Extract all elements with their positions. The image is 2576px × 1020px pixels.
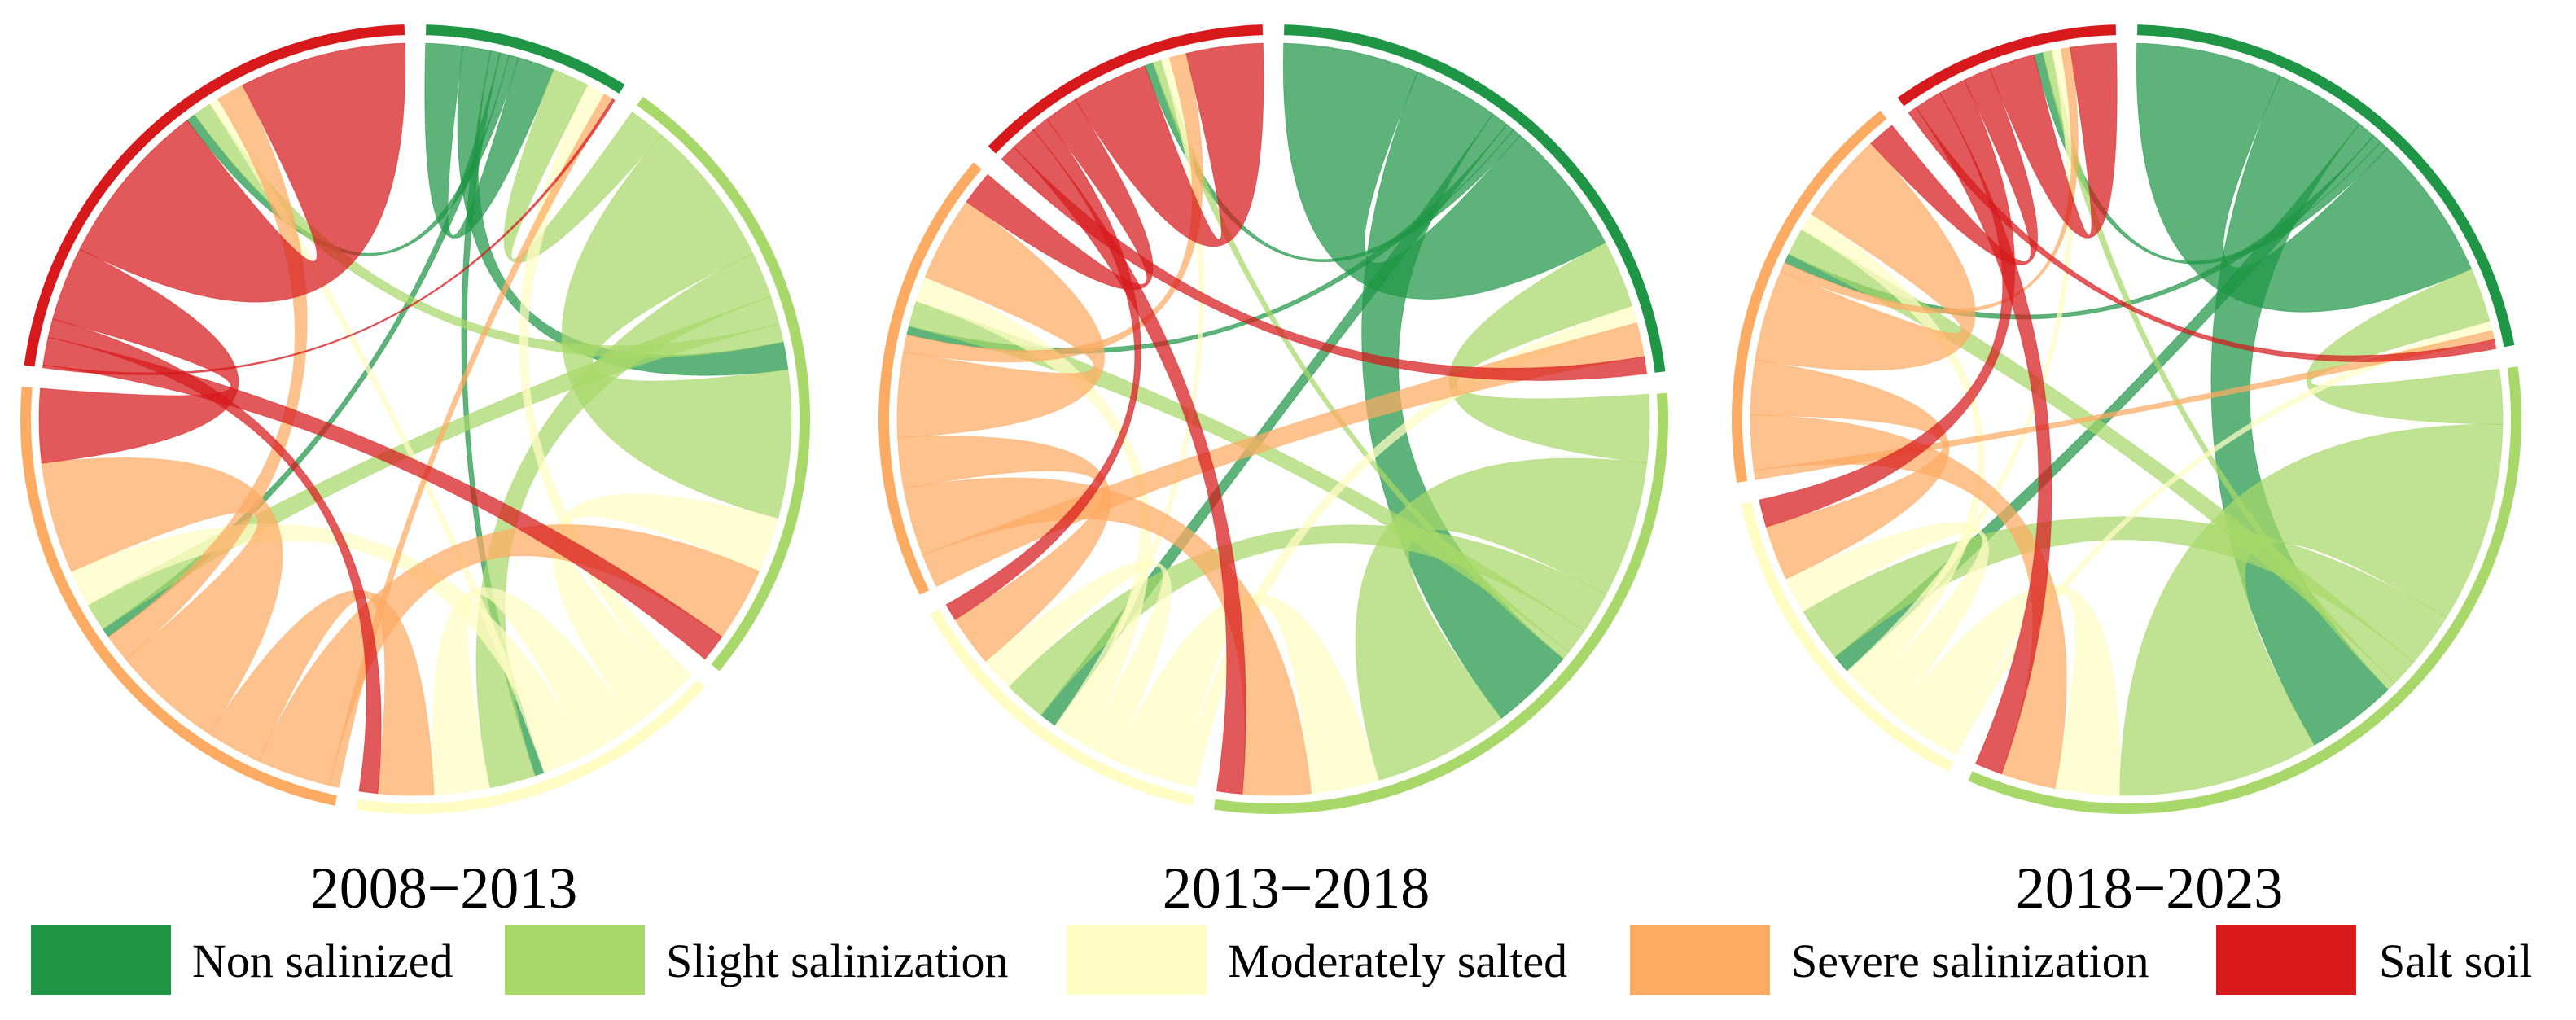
ribbon-severe-salinization-to-severe-salinization [41,457,283,735]
ribbon-moderately-salted-to-non-salinized [1179,305,1638,788]
ribbon-moderately-salted-to-non-salinized [519,84,692,689]
group-arc-slight-salinization [637,96,810,672]
chart-titles: 2008−2013 2013−2018 2018−2023 [310,856,2284,921]
ribbon-salt-soil-to-severe-salinization [38,248,239,464]
group-arc-non-salinized [425,24,625,94]
ribbon-severe-salinization-to-slight-salinization [257,523,760,786]
legend-swatch-severe-salinization [1630,925,1770,995]
group-arcs [20,24,810,814]
chord-chart-3 [1732,24,2521,815]
charts-area [20,24,2521,815]
ribbon-slight-salinization-to-severe-salinization [87,295,780,630]
ribbon-salt-soil-to-moderately-salted [945,118,1141,620]
ribbon-salt-soil-to-severe-salinization [1870,68,2039,265]
legend-swatch-moderately-salted [1067,925,1207,995]
chord-chart-1 [20,24,810,814]
legend-label-severe-salinization: Severe salinization [1791,935,2149,987]
group-arc-moderately-salted [356,680,705,814]
ribbon-moderately-salted-to-moderately-salted [432,587,636,795]
group-arc-non-salinized [2136,24,2515,348]
group-arc-salt-soil [24,24,405,367]
ribbon-slight-salinization-to-salt-soil [2042,50,2396,690]
ribbon-slight-salinization-to-salt-soil [1152,59,1570,659]
chart-title-2: 2013−2018 [1163,856,1430,921]
ribbon-severe-salinization-to-salt-soil [107,84,308,660]
ribbon-severe-salinization-to-slight-salinization [1750,414,2067,790]
group-arc-salt-soil [1897,24,2117,107]
legend-label-non-salinized: Non salinized [192,935,453,987]
legend: Non salinized Slight salinization Modera… [31,925,2533,995]
ribbon-slight-salinization-to-severe-salinization [908,300,1585,653]
legend-label-salt-soil: Salt soil [2379,935,2533,987]
ribbon-moderately-salted-to-salt-soil [1847,48,2074,679]
ribbon-moderately-salted-to-moderately-salted [1785,523,1989,716]
chord-chart-2 [878,24,1668,814]
group-arc-severe-salinization [1732,110,1887,483]
group-arc-non-salinized [1283,24,1666,373]
ribbon-severe-salinization-to-salt-soil [1780,46,2079,314]
chord-ribbons [38,42,792,796]
ribbon-moderately-salted-to-moderately-salted [984,560,1172,761]
chart-title-1: 2008−2013 [310,856,578,921]
ribbon-salt-soil-to-salt-soil [79,42,406,303]
legend-swatch-salt-soil [2216,925,2356,995]
ribbon-severe-salinization-to-severe-salinization [896,201,1106,438]
group-arcs [1732,24,2521,815]
ribbon-severe-salinization-to-severe-salinization [1755,142,1976,371]
legend-swatch-slight-salinization [505,925,645,995]
ribbon-severe-salinization-to-salt-soil [902,52,1203,363]
group-arcs [878,24,1668,814]
ribbon-severe-salinization-to-moderately-salted [208,589,435,796]
legend-swatch-non-salinized [31,925,171,995]
ribbon-salt-soil-to-moderately-salted [1759,79,2016,528]
ribbon-salt-soil-to-salt-soil [1989,42,2118,239]
ribbon-severe-salinization-to-moderately-salted [897,436,1111,663]
ribbon-salt-soil-to-moderately-salted [47,318,382,795]
ribbon-salt-soil-to-salt-soil [1074,42,1264,247]
ribbon-salt-soil-to-severe-salinization [966,98,1154,291]
legend-label-moderately-salted: Moderately salted [1228,935,1567,987]
chord-ribbons [896,42,1650,796]
ribbon-moderately-salted-to-salt-soil [209,98,554,773]
chart-title-3: 2018−2023 [2016,856,2284,921]
chord-ribbons [1750,42,2504,796]
ribbon-severe-salinization-to-slight-salinization [903,477,1312,796]
legend-label-slight-salinization: Slight salinization [666,935,1008,987]
